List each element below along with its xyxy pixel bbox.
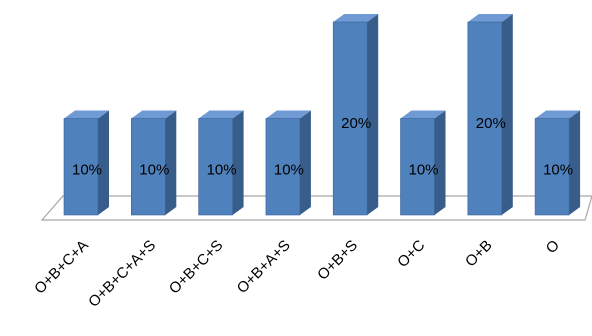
- bar: [400, 110, 446, 216]
- bar-side: [232, 110, 244, 215]
- category-tick-label: O+B+C+A+S: [85, 237, 159, 311]
- data-label: 10%: [543, 162, 573, 179]
- bar-side: [569, 110, 581, 215]
- bar-front: [400, 118, 435, 216]
- bar: [332, 14, 379, 216]
- category-tick-label: O+B+S: [314, 237, 361, 284]
- bar: [467, 14, 513, 216]
- bar-side: [299, 110, 311, 215]
- data-label: 20%: [341, 115, 371, 132]
- bar-side: [434, 110, 446, 215]
- bar: [198, 110, 244, 216]
- bar-front: [534, 118, 570, 216]
- bar-front: [63, 118, 99, 216]
- bar-side: [98, 110, 109, 215]
- data-label: 10%: [72, 162, 102, 179]
- bar-side: [165, 110, 177, 215]
- bar: [63, 110, 109, 216]
- data-label: 10%: [139, 162, 169, 179]
- data-labels: 10% 10% 10% 10% 20% 10% 20% 10%: [72, 115, 573, 179]
- bar-top: [198, 110, 244, 119]
- bars: [63, 14, 581, 216]
- category-tick-label: O+B: [462, 237, 496, 271]
- data-label: 10%: [207, 162, 237, 179]
- bar-front: [265, 118, 301, 216]
- bar-side: [367, 14, 379, 215]
- category-tick-label: O+B+C+A: [31, 237, 92, 298]
- bar-side: [501, 14, 513, 215]
- category-tick-label: O+C: [394, 237, 428, 271]
- category-tick-label: O+B+C+S: [166, 237, 227, 298]
- bar-front: [332, 21, 368, 216]
- bar-top: [131, 110, 177, 119]
- bar: [265, 110, 311, 216]
- bar: [131, 110, 177, 216]
- data-label: 20%: [476, 115, 506, 132]
- data-label: 10%: [408, 162, 438, 179]
- data-label: 10%: [274, 162, 304, 179]
- bar-front: [467, 21, 503, 216]
- category-tick-label: O: [543, 237, 563, 257]
- bar-top: [535, 110, 581, 119]
- bar-front: [198, 118, 233, 216]
- bar-top: [333, 14, 379, 22]
- category-tick-label: O+B+A+S: [234, 237, 294, 297]
- bar-top: [467, 14, 513, 22]
- bar-top: [265, 110, 311, 119]
- chart-floor: [40, 195, 592, 221]
- bar-top: [64, 110, 109, 119]
- category-axis: O+B+C+AO+B+C+A+S O+B+C+S O+B+A+S O+B+S O+C O+…: [31, 237, 563, 311]
- bar-front: [131, 118, 166, 216]
- bar: [534, 110, 581, 216]
- bar-top: [400, 110, 446, 119]
- floor-plane: [40, 195, 592, 221]
